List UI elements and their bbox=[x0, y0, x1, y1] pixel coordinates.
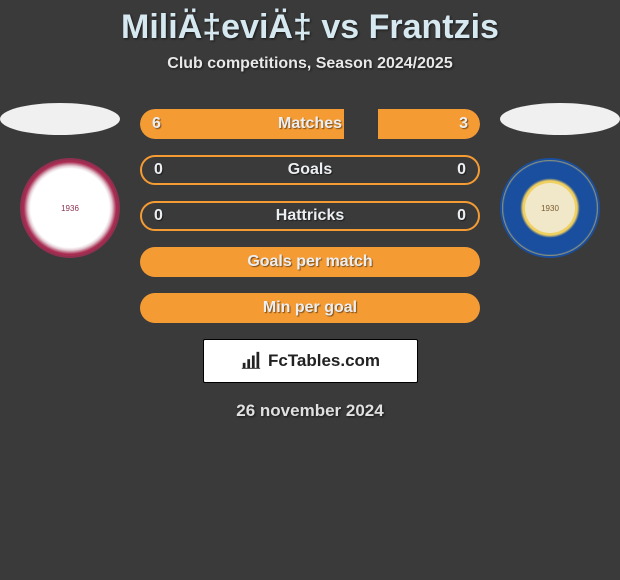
stat-row-min-per-goal: Min per goal bbox=[140, 293, 480, 323]
player-right-ellipse bbox=[500, 103, 620, 135]
player-left-ellipse bbox=[0, 103, 120, 135]
stat-row-goals: 0 Goals 0 bbox=[140, 155, 480, 185]
stat-label: Matches bbox=[278, 115, 342, 133]
stat-value-left: 6 bbox=[152, 115, 161, 133]
subtitle: Club competitions, Season 2024/2025 bbox=[0, 55, 620, 73]
stat-value-right: 3 bbox=[459, 115, 468, 133]
club-badge-right[interactable]: 1930 bbox=[500, 158, 600, 258]
main-area: 1936 1930 6 Matches 3 0 Goals 0 bbox=[0, 103, 620, 421]
brand-text: FcTables.com bbox=[268, 351, 380, 371]
brand-link[interactable]: FcTables.com bbox=[203, 339, 418, 383]
stat-bar-gap bbox=[344, 109, 378, 139]
stat-row-matches: 6 Matches 3 bbox=[140, 109, 480, 139]
stat-value-right: 0 bbox=[457, 207, 466, 225]
stat-label: Min per goal bbox=[263, 299, 357, 317]
club-badge-left[interactable]: 1936 bbox=[20, 158, 120, 258]
club-badge-right-label: 1930 bbox=[525, 183, 575, 233]
stat-value-left: 0 bbox=[154, 207, 163, 225]
stats-list: 6 Matches 3 0 Goals 0 0 Hattricks 0 Goal… bbox=[140, 103, 480, 323]
stat-value-right: 0 bbox=[457, 161, 466, 179]
stat-label: Goals per match bbox=[247, 253, 372, 271]
stat-row-goals-per-match: Goals per match bbox=[140, 247, 480, 277]
stat-label: Goals bbox=[288, 161, 332, 179]
date-text: 26 november 2024 bbox=[0, 401, 620, 421]
club-badge-left-label: 1936 bbox=[40, 178, 100, 238]
page-title: MiliÄ‡eviÄ‡ vs Frantzis bbox=[0, 0, 620, 47]
stat-label: Hattricks bbox=[276, 207, 344, 225]
comparison-page: MiliÄ‡eviÄ‡ vs Frantzis Club competition… bbox=[0, 0, 620, 580]
stat-value-left: 0 bbox=[154, 161, 163, 179]
bar-chart-icon bbox=[240, 350, 262, 372]
stat-row-hattricks: 0 Hattricks 0 bbox=[140, 201, 480, 231]
